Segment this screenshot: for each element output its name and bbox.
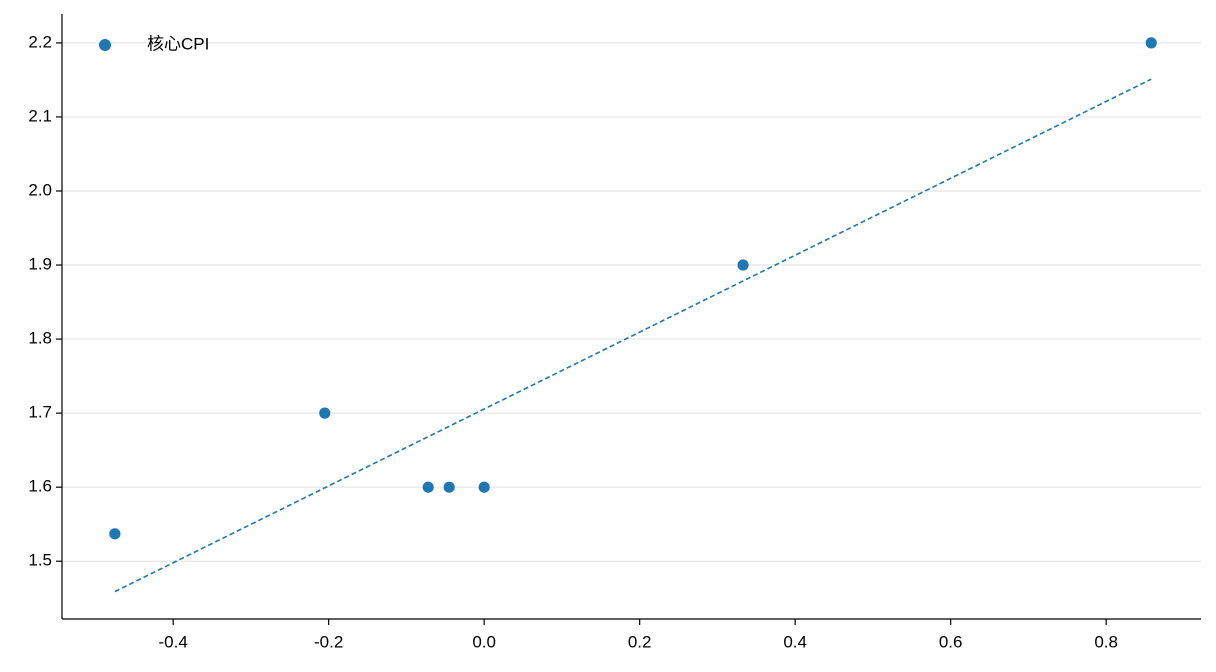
point (318, 406, 332, 420)
point (421, 480, 435, 494)
y-tick-label: 2.2 (28, 32, 52, 51)
y-tick-label: 2.1 (28, 106, 52, 125)
y-tick-label: 1.5 (28, 551, 52, 570)
trendline (114, 78, 1152, 593)
point (736, 258, 750, 272)
point (477, 480, 491, 494)
x-tick-label: 0.4 (783, 632, 807, 651)
point (442, 480, 456, 494)
y-tick-label: 1.8 (28, 329, 52, 348)
x-tick-label: 0.8 (1094, 632, 1118, 651)
legend-marker (99, 39, 111, 51)
x-tick-label: 0.0 (472, 632, 496, 651)
x-tick-label: 0.2 (628, 632, 652, 651)
legend-label: 核心CPI (147, 34, 209, 53)
y-tick-label: 1.6 (28, 477, 52, 496)
y-tick-label: 1.7 (28, 403, 52, 422)
y-tick-label: 2.0 (28, 180, 52, 199)
x-tick-label: -0.2 (314, 632, 343, 651)
x-tick-label: -0.4 (159, 632, 188, 651)
point (108, 527, 122, 541)
point (1144, 36, 1158, 50)
y-tick-label: 1.9 (28, 255, 52, 274)
x-tick-label: 0.6 (939, 632, 963, 651)
